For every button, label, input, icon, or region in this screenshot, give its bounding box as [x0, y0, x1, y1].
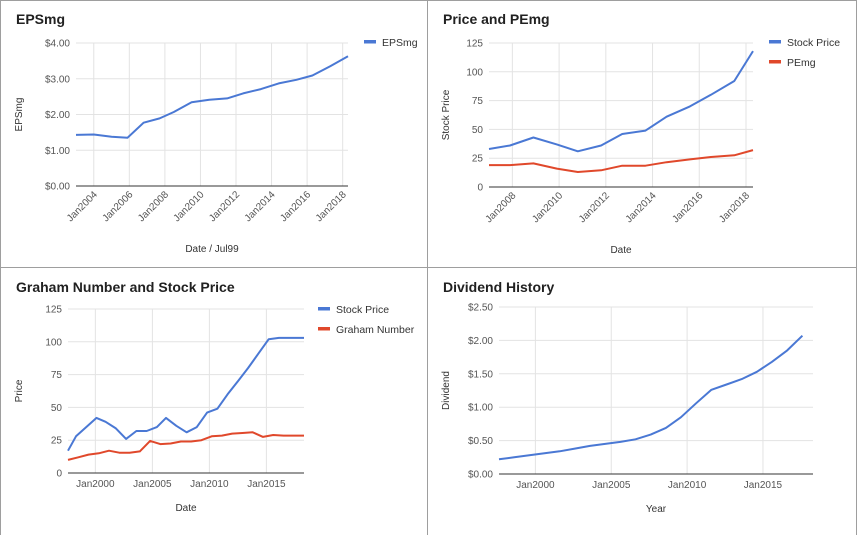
- eps-chart-panel: EPSmg $0.00 $1.00 $2.00 $3.00 $4.00 Jan2004 Jan…: [2, 2, 428, 268]
- y-axis-title: Stock Price: [441, 89, 452, 140]
- y-tick-label: 50: [51, 403, 63, 414]
- x-tick-label: Jan2006: [101, 189, 136, 224]
- x-tick-label: Jan2004: [65, 189, 100, 224]
- chart-title: Dividend History: [443, 279, 554, 295]
- x-tick-label: Jan2010: [190, 479, 229, 490]
- x-tick-label: Jan2015: [744, 480, 783, 491]
- y-tick-label: 25: [472, 154, 484, 165]
- y-tick-label: $2.00: [468, 336, 493, 347]
- x-tick-label: Jan2000: [516, 480, 555, 491]
- y-tick-label: $1.50: [468, 369, 493, 380]
- x-tick-label: Jan2015: [247, 479, 286, 490]
- x-axis-title: Year: [646, 504, 667, 515]
- y-tick-label: $3.00: [45, 74, 70, 85]
- legend-swatch: [318, 307, 330, 311]
- dividend-chart: Dividend History $0.00 $0.50 $1.00 $1.50 $2.0…: [441, 279, 813, 515]
- horizontal-divider: [0, 267, 857, 268]
- y-tick-label: 50: [472, 125, 484, 136]
- x-tick-label: Jan2016: [278, 189, 313, 224]
- legend-label: EPSmg: [382, 37, 418, 49]
- y-tick-label: $2.50: [468, 303, 493, 314]
- x-tick-label: Jan2005: [133, 479, 172, 490]
- y-tick-label: 75: [51, 370, 63, 381]
- y-tick-label: $0.50: [468, 436, 493, 447]
- x-tick-label: Jan2010: [668, 480, 707, 491]
- epsmg-series-line: [75, 55, 349, 139]
- chart-title: EPSmg: [16, 11, 65, 27]
- pemg-series-line: [489, 149, 754, 173]
- legend-swatch: [364, 40, 376, 44]
- outer-border-left: [0, 0, 1, 535]
- x-tick-label: Jan2014: [624, 190, 659, 225]
- series-line: [498, 334, 804, 461]
- y-tick-label: 125: [466, 39, 483, 50]
- y-axis-title: Price: [14, 379, 25, 402]
- stock-price-series-line: [67, 336, 304, 452]
- x-tick-label: Jan2010: [172, 189, 207, 224]
- y-tick-label: 0: [477, 183, 483, 194]
- y-tick-label: $0.00: [468, 470, 493, 481]
- price-pe-chart: Price and PEmg 0 25 50 75 100 125 Jan2008 Jan201…: [441, 11, 840, 256]
- legend-swatch: [769, 40, 781, 44]
- y-tick-label: $1.00: [468, 403, 493, 414]
- legend-label: PEmg: [787, 57, 816, 69]
- x-tick-label: Jan2010: [530, 190, 565, 225]
- graham-chart: Graham Number and Stock Price 0 25 50 75 100 1…: [14, 279, 415, 514]
- x-tick-label: Jan2018: [314, 189, 349, 224]
- y-axis-title: EPSmg: [14, 98, 25, 132]
- legend-label: Stock Price: [787, 37, 840, 49]
- legend-label: Stock Price: [336, 304, 389, 316]
- y-tick-label: 125: [45, 305, 62, 316]
- graham-number-series-line: [67, 431, 304, 461]
- y-tick-label: 0: [56, 469, 62, 480]
- x-tick-label: Jan2012: [207, 189, 242, 224]
- dividend-chart-panel: Dividend History $0.00 $0.50 $1.00 $1.50 $2.0…: [429, 269, 855, 535]
- x-tick-label: Jan2008: [484, 190, 519, 225]
- x-tick-label: Jan2016: [670, 190, 705, 225]
- legend-label: Graham Number: [336, 324, 415, 336]
- graham-chart-panel: Graham Number and Stock Price 0 25 50 75 100 1…: [2, 269, 428, 535]
- stock-price-series-line: [488, 50, 754, 153]
- y-tick-label: 75: [472, 96, 484, 107]
- y-tick-label: 100: [466, 67, 483, 78]
- price-pe-chart-panel: Price and PEmg 0 25 50 75 100 125 Jan2008 Jan201…: [429, 2, 855, 268]
- y-tick-label: $4.00: [45, 39, 70, 50]
- x-tick-label: Jan2014: [243, 189, 278, 224]
- legend-swatch: [318, 327, 330, 331]
- x-tick-label: Jan2018: [717, 190, 752, 225]
- chart-title: Graham Number and Stock Price: [16, 279, 235, 295]
- x-tick-label: Jan2000: [76, 479, 115, 490]
- x-axis-title: Date: [610, 245, 632, 256]
- y-tick-label: $1.00: [45, 146, 70, 157]
- x-axis-title: Date: [175, 503, 197, 514]
- legend-swatch: [769, 60, 781, 64]
- x-tick-label: Jan2008: [136, 189, 171, 224]
- y-tick-label: 25: [51, 436, 63, 447]
- outer-border-top: [0, 0, 857, 1]
- chart-title: Price and PEmg: [443, 11, 550, 27]
- y-tick-label: $2.00: [45, 110, 70, 121]
- x-tick-label: Jan2012: [577, 190, 612, 225]
- y-tick-label: $0.00: [45, 182, 70, 193]
- y-tick-label: 100: [45, 337, 62, 348]
- y-axis-title: Dividend: [441, 371, 452, 410]
- x-tick-label: Jan2005: [592, 480, 631, 491]
- x-axis-title: Date / Jul99: [185, 244, 239, 255]
